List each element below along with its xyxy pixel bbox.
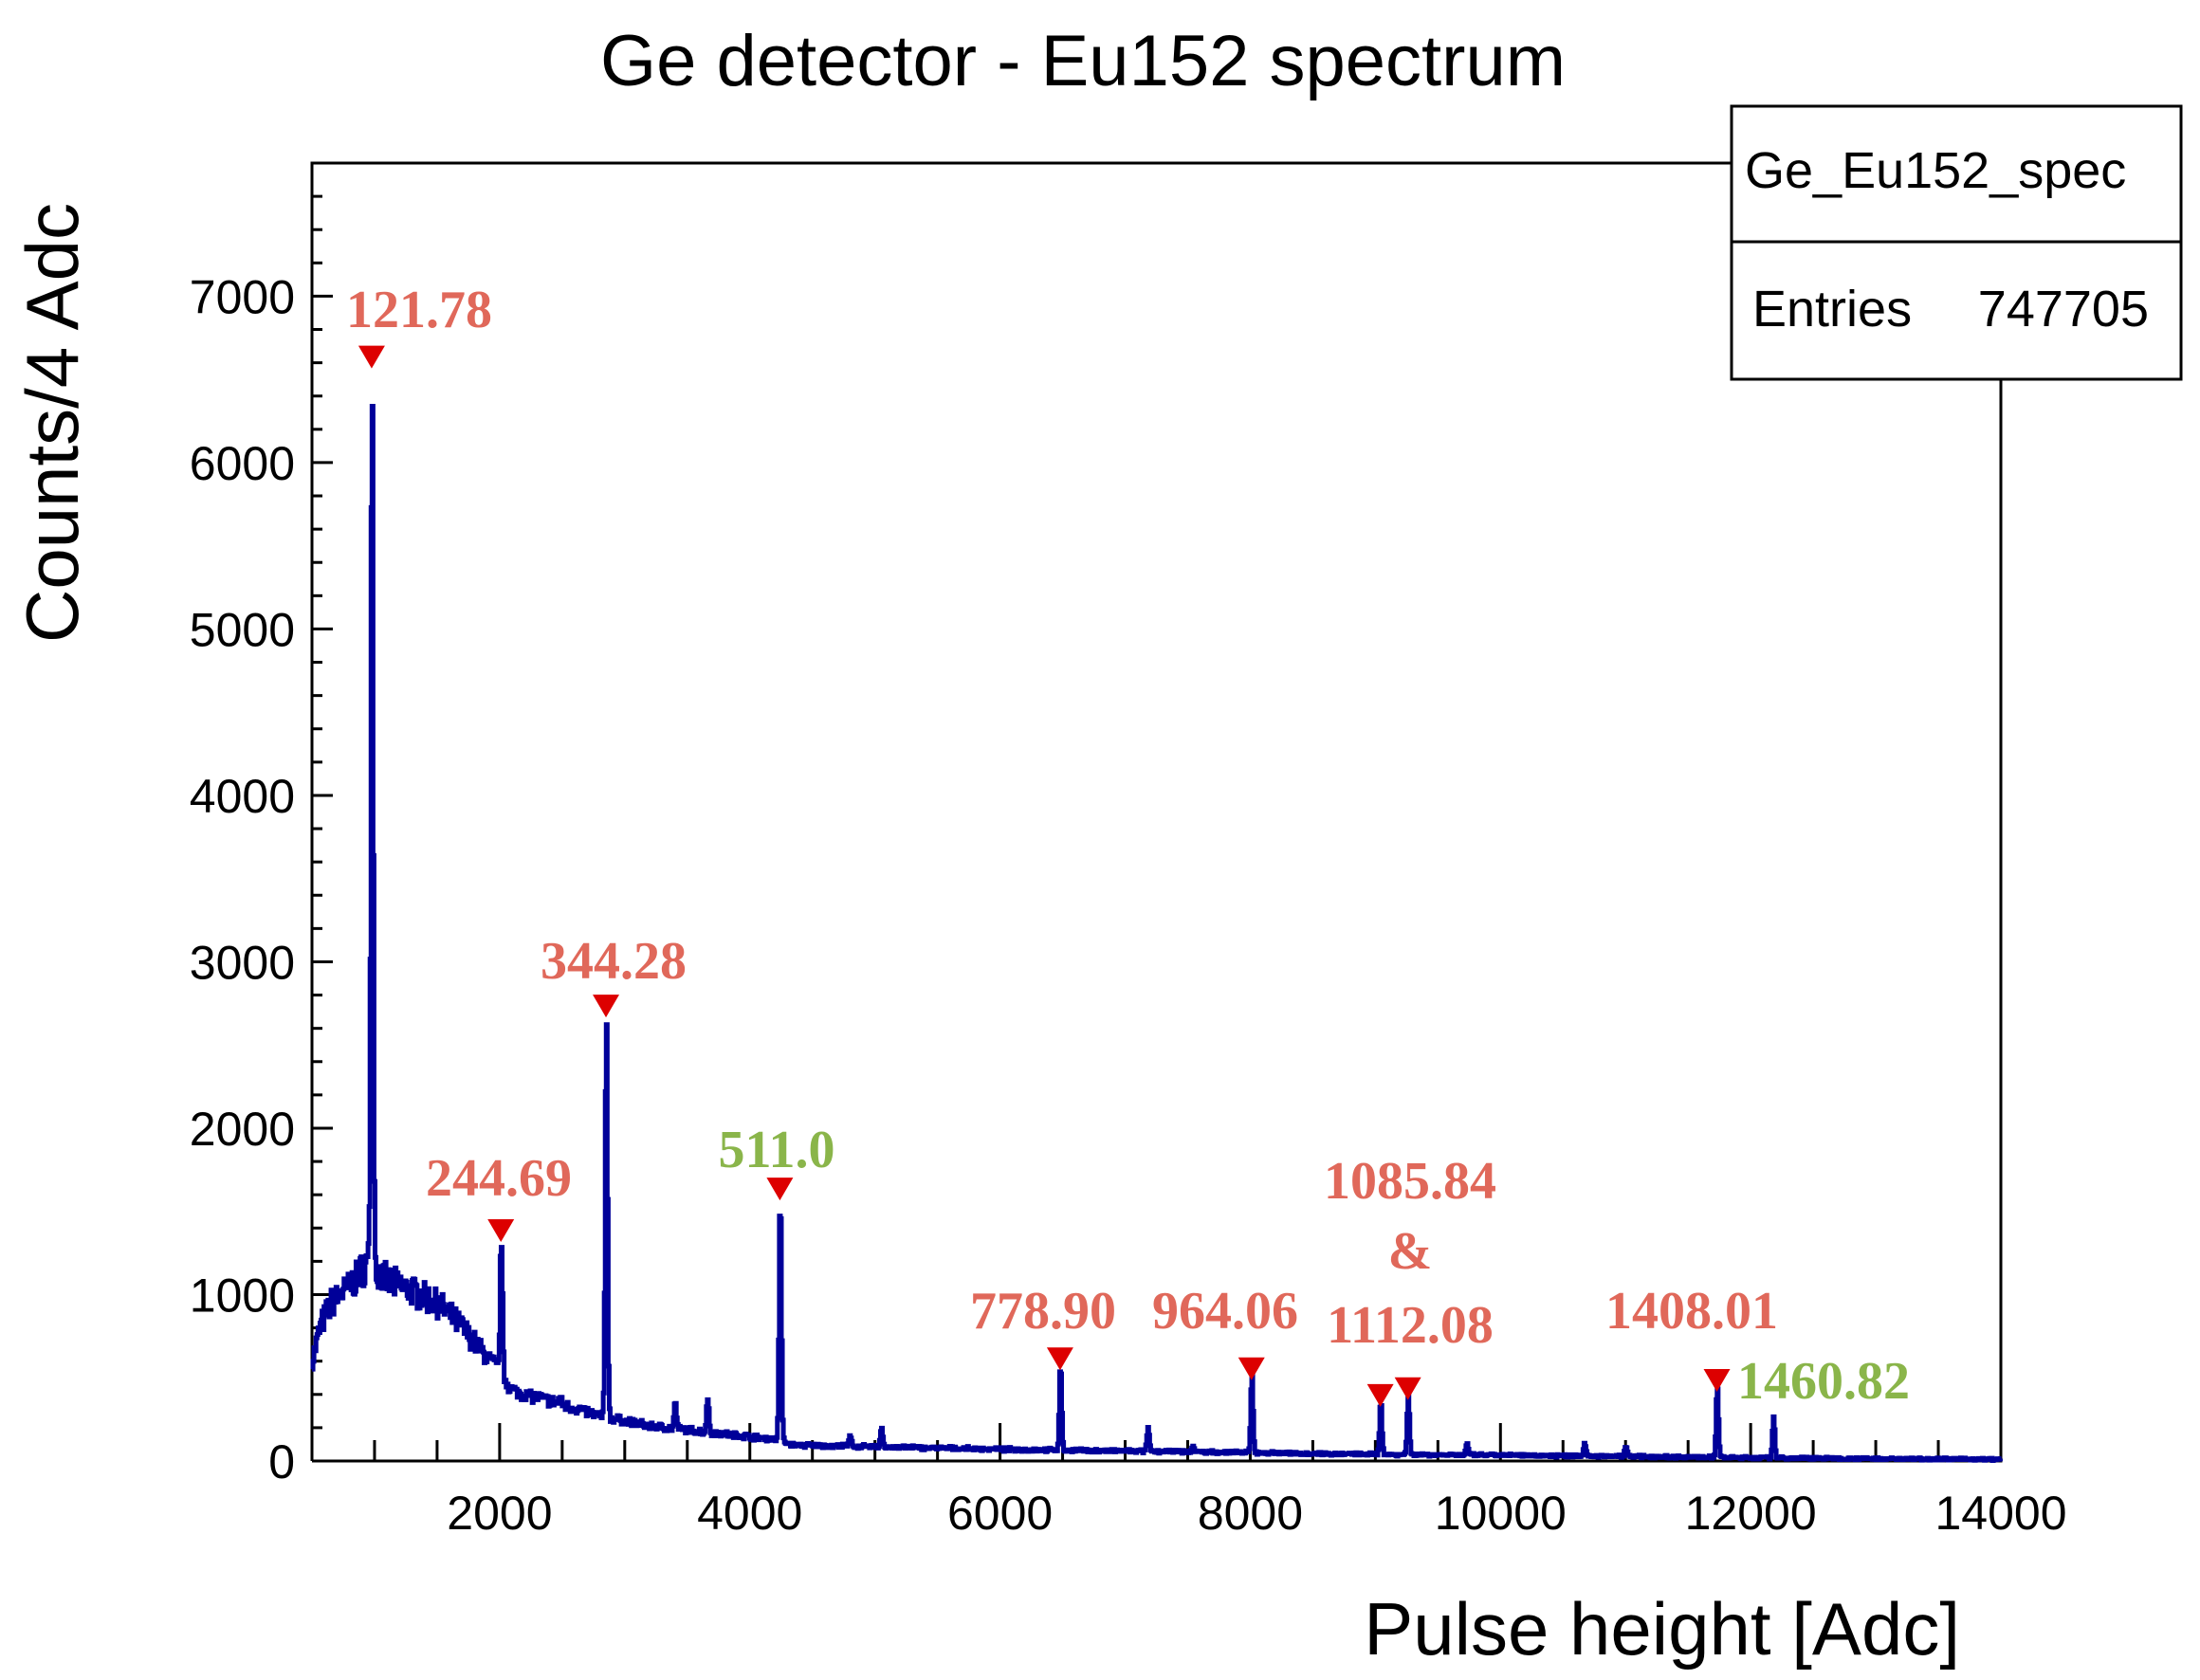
y-tick-label: 2000 <box>190 1103 295 1156</box>
peak-marker-triangle <box>1238 1357 1265 1380</box>
x-tick-label: 6000 <box>947 1487 1053 1540</box>
peak-energy-label: 964.06 <box>1152 1282 1298 1341</box>
peak-energy-label: 344.28 <box>541 932 687 991</box>
y-tick-label: 4000 <box>190 770 295 823</box>
stats-histogram-name: Ge_Eu152_spec <box>1745 142 2126 199</box>
x-axis-title: Pulse height [Adc] <box>1364 1587 1960 1671</box>
peak-energy-label: 1460.82 <box>1737 1352 1910 1411</box>
peak-marker-triangle <box>1703 1369 1731 1393</box>
spectrum-line <box>310 404 2003 1463</box>
peak-energy-label: 244.69 <box>426 1149 572 1208</box>
peak-marker-triangle <box>1366 1383 1394 1407</box>
x-tick-label: 8000 <box>1198 1487 1303 1540</box>
y-tick-label: 5000 <box>190 603 295 656</box>
x-tick-label: 10000 <box>1435 1487 1567 1540</box>
peak-marker-triangle <box>487 1219 515 1243</box>
plot-area <box>310 345 2003 1463</box>
peak-energy-label: 511.0 <box>719 1121 835 1179</box>
peak-marker-triangle <box>593 995 620 1018</box>
chart-title: Ge detector - Eu152 spectrum <box>600 21 1566 101</box>
peak-marker-triangle <box>1394 1377 1421 1400</box>
peak-label-ampersand: & <box>1388 1222 1433 1281</box>
peak-marker-triangle <box>766 1178 794 1201</box>
x-tick-label: 2000 <box>447 1487 552 1540</box>
y-tick-label: 6000 <box>190 437 295 490</box>
peak-energy-label: 1085.84 <box>1324 1152 1496 1211</box>
y-tick-label: 7000 <box>190 270 295 323</box>
axes: 0 1000 2000 3000 4000 5000 6000 7000 2000 4000 600… <box>190 161 2067 1540</box>
y-axis-title: Counts/4 Adc <box>10 203 94 643</box>
y-tick-label: 0 <box>268 1435 295 1488</box>
peak-energy-label: 778.90 <box>970 1282 1116 1341</box>
peak-energy-label: 1408.01 <box>1605 1282 1778 1341</box>
peak-labels: 121.78 244.69 344.28 511.0 778.90 964.06 1085.… <box>346 281 1910 1411</box>
y-tick-label: 1000 <box>190 1269 295 1322</box>
y-tick-label: 3000 <box>190 936 295 989</box>
peak-energy-label: 121.78 <box>346 281 492 339</box>
x-tick-label: 12000 <box>1685 1487 1817 1540</box>
stats-entries-value: 747705 <box>1978 281 2149 338</box>
peak-marker-triangle <box>1046 1347 1073 1371</box>
peak-marker-triangle <box>358 345 385 369</box>
x-tick-label: 14000 <box>1934 1487 2066 1540</box>
peak-energy-label: 1112.08 <box>1327 1296 1494 1355</box>
stats-entries-label: Entries <box>1752 281 1912 338</box>
x-tick-label: 4000 <box>697 1487 802 1540</box>
stats-box: Ge_Eu152_spec Entries 747705 <box>1730 104 2183 381</box>
